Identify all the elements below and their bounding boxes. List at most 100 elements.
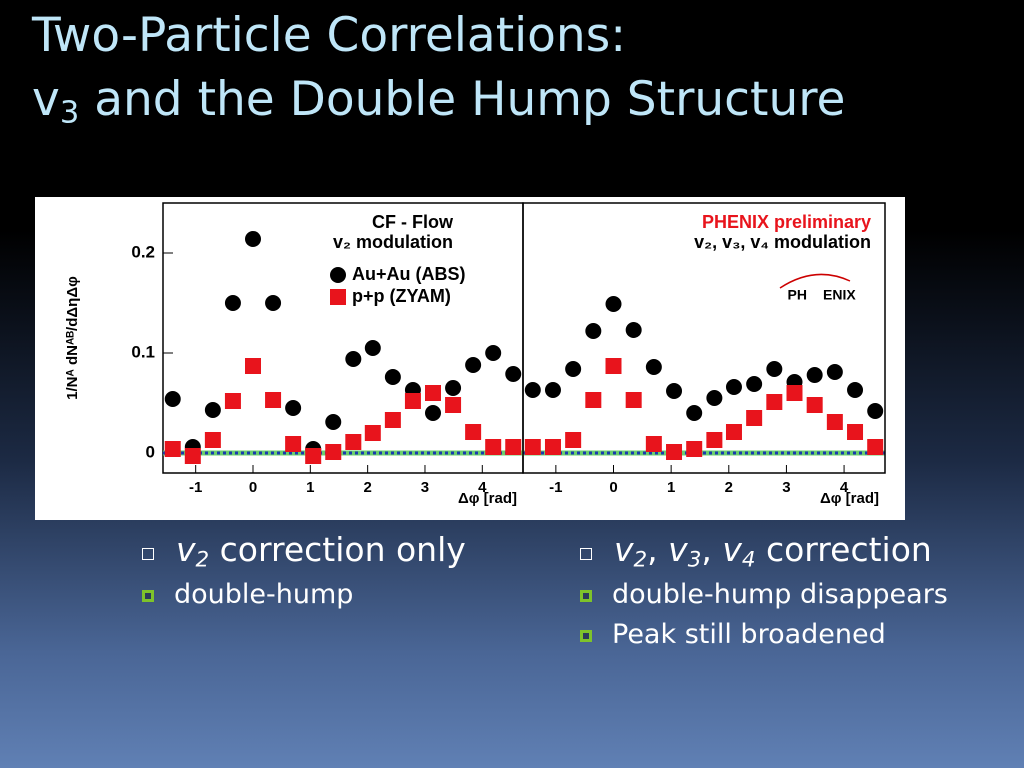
text-run: v [722,530,742,569]
data-point [706,390,723,406]
data-point [345,351,362,367]
bullet: v2, v3, v4 correction [576,530,996,572]
x-tick-label: -1 [549,479,562,496]
logo: ENIX [823,287,856,303]
data-point [524,439,541,455]
data-point [766,361,783,377]
text-run: v [176,530,196,569]
annotation: PHENIX preliminary [702,212,871,232]
data-point [505,439,522,455]
data-point [585,323,602,339]
data-point [364,340,381,356]
data-point [384,369,401,385]
data-point [625,322,642,338]
x-axis-label: Δφ [rad] [820,490,879,507]
data-point [565,432,582,448]
data-point [766,394,783,410]
legend-marker [330,289,346,305]
data-point [465,424,482,440]
data-point [485,439,502,455]
data-point [265,392,282,408]
data-point [847,382,864,398]
text-run: v [32,72,60,127]
data-point [544,439,561,455]
text-run: , [701,530,723,569]
data-point [725,424,742,440]
data-point [184,448,201,464]
sub-bullet: double-hump [138,578,538,612]
data-point [544,382,561,398]
data-point [224,295,241,311]
text-run: 2 [633,547,648,573]
data-point [585,392,602,408]
title-line: Two-Particle Correlations: [32,4,845,68]
data-point [867,403,884,419]
data-point [786,385,803,401]
data-point [666,444,683,460]
legend-label: p+p (ZYAM) [352,286,451,306]
text-run: and the Double Hump Structure [79,72,846,127]
data-point [204,432,221,448]
data-point [565,361,582,377]
data-point [404,393,421,409]
annotation: CF - Flow [372,212,454,232]
x-tick-label: 2 [725,479,733,496]
x-tick-label: 4 [840,479,849,496]
y-tick-label: 0.2 [131,242,155,261]
data-point [625,392,642,408]
sub-bullet: double-hump disappears [576,578,996,612]
legend-marker [330,267,346,283]
x-tick-label: 0 [249,479,257,496]
data-point [245,358,261,374]
data-point [325,414,342,430]
data-point [806,367,823,383]
data-point [445,397,462,413]
data-point [505,366,522,382]
logo: PH [788,287,807,303]
logo-arc [779,273,851,289]
data-point [847,424,864,440]
bullet: v2 correction only [138,530,538,572]
data-point [384,412,401,428]
data-point [826,364,843,380]
data-point [524,382,541,398]
data-point [164,391,181,407]
x-tick-label: -1 [189,479,202,496]
data-point [285,436,302,452]
text-run: , [647,530,669,569]
y-tick-label: 0.1 [131,342,155,361]
text-run: correction [755,530,932,569]
x-tick-label: 0 [609,479,617,496]
annotation: v₂, v₃, v₄ modulation [694,232,871,252]
right-column: v2, v3, v4 correction double-hump disappe… [576,530,996,652]
x-tick-label: 3 [421,479,429,496]
data-point [305,448,322,464]
data-point [285,400,302,416]
data-point [605,296,622,312]
data-point [706,432,723,448]
data-point [445,380,462,396]
data-point [746,376,763,392]
data-point [425,385,441,401]
data-point [204,402,221,418]
data-point [686,441,703,457]
data-point [164,441,181,457]
data-point [465,357,482,373]
x-tick-label: 4 [478,479,487,496]
data-point [867,439,884,455]
x-tick-label: 3 [782,479,790,496]
data-point [425,405,441,421]
data-point [725,379,742,395]
data-point [806,397,823,413]
text-run: 3 [687,547,702,573]
data-point [325,444,342,460]
y-axis-label: 1/Nᴬ dNᴬᴮ/dΔηΔφ [64,276,81,400]
data-point [826,414,843,430]
x-tick-label: 1 [306,479,314,496]
legend-label: Au+Au (ABS) [352,264,466,284]
text-run: v [614,530,634,569]
data-point [345,434,362,450]
data-point [605,358,622,374]
text-run: 3 [59,95,80,131]
data-point [364,425,381,441]
